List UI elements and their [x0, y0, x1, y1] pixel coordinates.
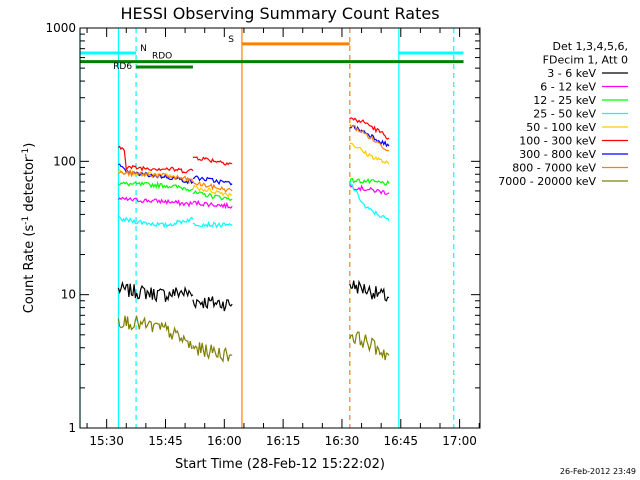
legend-label-1: 6 - 12 keV [540, 81, 596, 94]
series-line-4-seg-1 [192, 184, 233, 198]
y-axis-label-mid: detector [22, 156, 37, 216]
state-label-n: N [140, 44, 147, 54]
y-axis-label: Count Rate (s-1 detector-1) [21, 143, 37, 314]
chart-title: HESSI Observing Summary Count Rates [120, 4, 439, 23]
y-tick-label-0: 1 [68, 421, 76, 435]
legend-label-6: 300 - 800 keV [519, 148, 596, 161]
series-line-5-seg-1 [192, 156, 233, 166]
legend-label-5: 100 - 300 keV [519, 135, 596, 148]
legend-label-3: 25 - 50 keV [533, 108, 596, 121]
state-label-rd6: RD6 [113, 62, 132, 72]
y-axis-label-end: ) [22, 143, 37, 148]
series-line-2-seg-2 [349, 177, 390, 186]
series-line-2-seg-1 [192, 190, 233, 201]
y-axis-label-sup1: -1 [21, 216, 31, 225]
series-line-7-seg-2 [349, 124, 390, 152]
legend-label-2: 12 - 25 keV [533, 94, 596, 107]
timestamp: 26-Feb-2012 23:49 [560, 467, 636, 476]
series-line-0-seg-2 [349, 279, 390, 302]
x-tick-label-6: 17:00 [442, 434, 477, 448]
series-line-8-seg-1 [192, 342, 233, 364]
x-tick-label-2: 16:00 [207, 434, 242, 448]
series-line-0-seg-0 [117, 280, 194, 303]
series-line-4-seg-2 [349, 142, 390, 165]
x-tick-label-1: 15:45 [148, 434, 183, 448]
y-tick-label-2: 100 [53, 154, 76, 168]
legend-header-0: Det 1,3,4,5,6, [552, 40, 628, 53]
state-bars: N S RDO RD6 [80, 35, 464, 72]
y-axis-ticks: 1 10 100 1000 [45, 21, 480, 435]
legend-label-0: 3 - 6 keV [547, 67, 596, 80]
y-axis-label-main: Count Rate (s [22, 225, 37, 314]
series-line-1-seg-2 [349, 184, 390, 195]
series-line-2-seg-0 [118, 180, 194, 192]
series-line-3-seg-2 [349, 180, 390, 221]
x-axis-label: Start Time (28-Feb-12 15:22:02) [175, 457, 385, 472]
y-axis-label-sup2: -1 [21, 148, 31, 157]
series-line-6-seg-1 [192, 175, 233, 186]
series-line-1-seg-1 [192, 199, 233, 210]
series-line-1-seg-0 [117, 196, 193, 208]
series-line-5-seg-0 [117, 145, 194, 174]
x-axis-ticks: 15:30 15:45 16:00 16:15 16:30 16:45 17:00 [86, 28, 480, 448]
series-line-3-seg-0 [118, 216, 194, 229]
series-line-7-seg-1 [192, 180, 233, 194]
y-tick-label-3: 1000 [45, 21, 76, 35]
x-tick-label-5: 16:45 [383, 434, 418, 448]
series-line-8-seg-2 [349, 331, 390, 361]
plot-frame [79, 27, 481, 429]
legend-label-8: 7000 - 20000 keV [498, 175, 596, 188]
series-line-7-seg-0 [118, 169, 194, 182]
series-line-5-seg-2 [349, 117, 390, 140]
x-tick-label-0: 15:30 [89, 434, 124, 448]
x-tick-label-3: 16:15 [266, 434, 301, 448]
series-line-0-seg-1 [192, 296, 233, 312]
legend: Det 1,3,4,5,6,FDecim 1, Att 03 - 6 keV6 … [498, 40, 628, 188]
state-label-s: S [228, 35, 234, 45]
state-label-rdo: RDO [152, 52, 172, 62]
x-tick-label-4: 16:30 [325, 434, 360, 448]
series-lines [117, 117, 390, 364]
legend-header-1: FDecim 1, Att 0 [543, 54, 628, 67]
legend-label-7: 800 - 7000 keV [512, 162, 596, 175]
legend-label-4: 50 - 100 keV [526, 121, 596, 134]
vertical-markers [79, 28, 455, 428]
series-line-3-seg-1 [192, 220, 233, 229]
y-tick-label-1: 10 [61, 288, 76, 302]
series-line-8-seg-0 [117, 314, 194, 350]
